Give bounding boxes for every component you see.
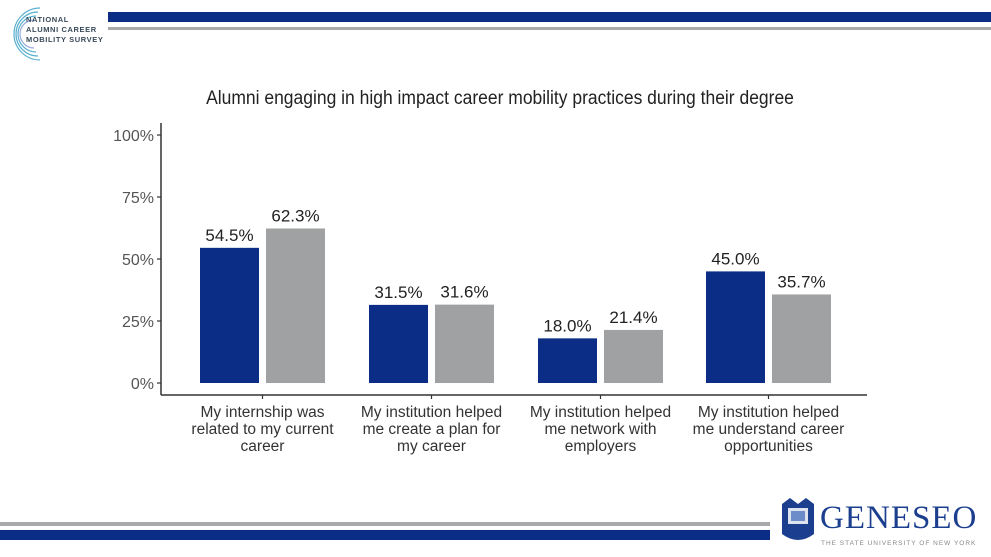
data-label: 21.4% <box>609 308 657 327</box>
logo-line: NATIONAL <box>26 15 69 24</box>
y-tick-label: 0% <box>131 376 154 393</box>
logo-line: MOBILITY SURVEY <box>26 35 104 44</box>
data-label: 31.5% <box>374 283 422 302</box>
footer-blue-bar <box>0 530 770 540</box>
bar <box>200 247 259 383</box>
logo-line: ALUMNI CAREER <box>26 25 97 34</box>
x-tick-label: My institution helped me create a plan fo… <box>352 404 512 455</box>
data-label: 18.0% <box>543 316 591 335</box>
x-tick-label-line: My institution helped <box>360 404 503 421</box>
geneseo-subtitle: THE STATE UNIVERSITY OF NEW YORK <box>821 540 977 547</box>
x-tick-label-line: career <box>240 438 285 455</box>
data-label: 54.5% <box>205 226 253 245</box>
y-tick-label: 50% <box>122 252 154 269</box>
geneseo-logo-text: GENESEO <box>820 500 978 536</box>
data-label: 31.6% <box>440 283 488 302</box>
y-tick-label: 100% <box>113 128 154 145</box>
x-tick-label-line: opportunities <box>724 438 813 455</box>
x-tick-label-line: My institution helped <box>529 404 672 421</box>
chart-title: Alumni engaging in high impact career mo… <box>206 88 794 109</box>
bar <box>538 338 597 383</box>
bar <box>706 271 765 383</box>
x-tick-label: My institution helped me network with empl… <box>521 404 681 455</box>
data-label: 35.7% <box>777 272 825 291</box>
geneseo-seal-icon <box>782 498 814 540</box>
bar <box>772 294 831 383</box>
x-tick-label-line: me create a plan for <box>362 421 501 438</box>
x-tick-label-line: employers <box>564 438 637 455</box>
data-label: 45.0% <box>711 249 759 268</box>
bar <box>266 228 325 383</box>
nacms-logo-rings-icon <box>13 7 41 61</box>
footer-decoration <box>0 498 814 540</box>
footer-gray-bar <box>0 522 770 526</box>
header-decoration <box>13 7 991 61</box>
x-tick-label: My institution helped me understand caree… <box>689 404 849 455</box>
x-tick-label-line: My internship was <box>200 404 325 421</box>
x-tick-label-line: related to my current <box>191 421 334 438</box>
bar <box>435 304 494 383</box>
x-tick-label-line: me understand career <box>692 421 845 438</box>
x-tick-label: My internship was related to my current ca… <box>183 404 343 455</box>
x-tick-label-line: me network with <box>544 421 657 438</box>
bar <box>604 329 663 383</box>
nacms-logo: NATIONAL ALUMNI CAREER MOBILITY SURVEY <box>26 15 104 45</box>
bar <box>369 304 428 383</box>
x-tick-label-line: my career <box>397 438 466 455</box>
y-tick-label: 25% <box>122 314 154 331</box>
y-tick-label: 75% <box>122 190 154 207</box>
data-label: 62.3% <box>271 206 319 225</box>
header-gray-bar <box>108 27 991 30</box>
x-tick-label-line: My institution helped <box>697 404 840 421</box>
header-blue-bar <box>108 12 991 22</box>
